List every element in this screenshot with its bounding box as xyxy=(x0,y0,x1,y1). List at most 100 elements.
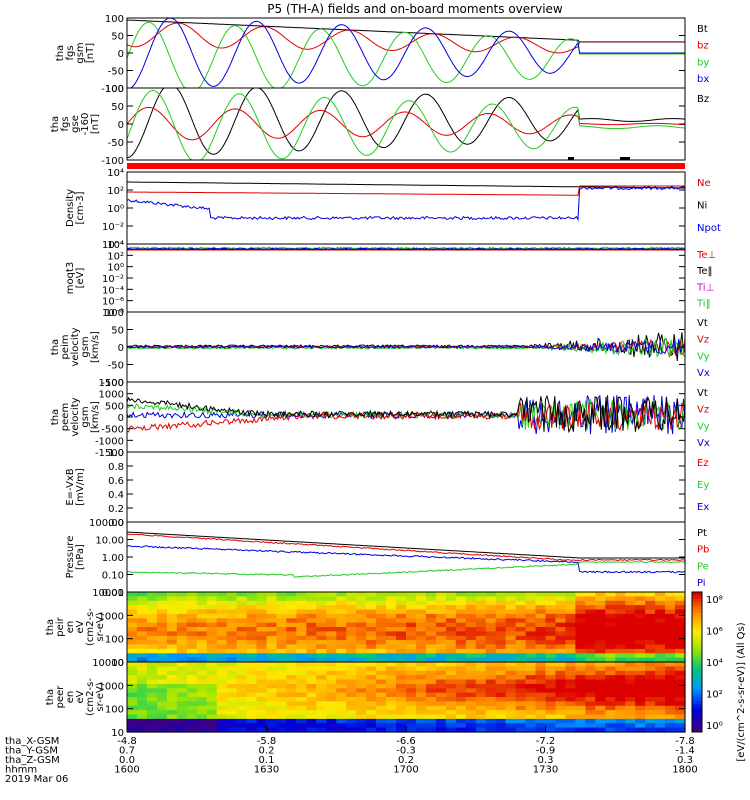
spectrogram-cell xyxy=(127,613,138,619)
y-tick-label: -50 xyxy=(108,138,124,149)
spectrogram-cell xyxy=(326,723,337,729)
spectrogram-cell xyxy=(346,666,357,672)
spectrogram-cell xyxy=(336,600,347,606)
spectrogram-cell xyxy=(505,648,517,654)
spectrogram-cell xyxy=(645,727,656,733)
spectrogram-cell xyxy=(306,640,317,646)
spectrogram-cell xyxy=(127,679,138,685)
spectrogram-cell xyxy=(266,683,278,689)
spectrogram-cell xyxy=(535,605,547,611)
spectrogram-cell xyxy=(196,675,208,681)
spectrogram-cell xyxy=(635,605,646,611)
spectrogram-cell xyxy=(396,710,407,716)
spectrogram-cell xyxy=(226,710,238,716)
spectrogram-cell xyxy=(386,727,397,733)
spectrogram-cell xyxy=(386,714,397,720)
spectrogram-cell xyxy=(635,723,646,729)
spectrogram-cell xyxy=(356,631,367,637)
spectrogram-cell xyxy=(296,592,307,597)
spectrogram-cell xyxy=(625,635,636,641)
spectrogram-cell xyxy=(565,640,576,646)
colorbar-tick: 10⁶ xyxy=(706,627,723,638)
spectrogram-cell xyxy=(376,705,387,711)
spectrogram-cell xyxy=(605,714,616,720)
spectrogram-cell xyxy=(316,710,327,716)
x-tick-label: 1600 xyxy=(114,765,139,776)
spectrogram-cell xyxy=(645,640,656,646)
spectrogram-cell xyxy=(276,710,288,716)
spectrogram-cell xyxy=(146,727,158,733)
spectrogram-cell xyxy=(216,592,228,597)
spectrogram-cell xyxy=(535,675,547,681)
spectrogram-cell xyxy=(236,640,248,646)
spectrogram-cell xyxy=(176,657,188,663)
spectrogram-cell xyxy=(246,657,258,663)
spectrogram-cell xyxy=(475,675,487,681)
spectrogram-cell xyxy=(665,727,676,733)
spectrogram-cell xyxy=(605,592,616,597)
spectrogram-cell xyxy=(585,648,596,654)
spectrogram-cell xyxy=(485,631,497,637)
spectrogram-cell xyxy=(655,618,666,624)
x-tick-label: -7.2 xyxy=(536,736,556,747)
colorbar-cell xyxy=(692,658,702,663)
y-axis-label: en xyxy=(65,691,76,704)
spectrogram-cell xyxy=(455,657,467,663)
spectrogram-cell xyxy=(535,662,547,667)
spectrogram-cell xyxy=(425,697,437,702)
spectrogram-cell xyxy=(665,705,676,711)
spectrogram-cell xyxy=(675,592,686,597)
spectrogram-cell xyxy=(166,701,178,707)
spectrogram-cell xyxy=(495,688,507,694)
spectrogram-cell xyxy=(485,618,497,624)
x-tick-label: 0.1 xyxy=(259,755,275,766)
spectrogram-cell xyxy=(485,653,497,659)
spectrogram-cell xyxy=(416,718,427,724)
y-tick-label: 10.00 xyxy=(95,536,124,547)
spectrogram-cell xyxy=(615,618,626,624)
spectrogram-cell xyxy=(475,600,487,606)
spectrogram-cell xyxy=(286,701,297,707)
spectrogram-cell xyxy=(505,675,517,681)
spectrogram-cell xyxy=(525,592,537,597)
spectrogram-cell xyxy=(535,697,547,702)
spectrogram-cell xyxy=(286,592,297,597)
spectrogram-cell xyxy=(316,727,327,733)
spectrogram-cell xyxy=(326,618,337,624)
spectrogram-cell xyxy=(206,679,218,685)
spectrogram-cell xyxy=(465,596,477,602)
spectrogram-cell xyxy=(226,653,238,659)
x-row-label: hhmm xyxy=(5,765,37,776)
spectrogram-cell xyxy=(655,592,666,597)
date-label: 2019 Mar 06 xyxy=(5,774,68,785)
spectrogram-cell xyxy=(166,613,178,619)
spectrogram-cell xyxy=(635,640,646,646)
spectrogram-cell xyxy=(475,718,487,724)
spectrogram-cell xyxy=(137,596,148,602)
spectrogram-cell xyxy=(406,679,417,685)
spectrogram-cell xyxy=(665,714,676,720)
spectrogram-cell xyxy=(346,723,357,729)
spectrogram-cell xyxy=(236,627,248,632)
spectrogram-cell xyxy=(585,723,596,729)
spectrogram-cell xyxy=(416,692,427,698)
spectrogram-cell xyxy=(396,605,407,611)
spectrogram-cell xyxy=(206,670,218,676)
spectrogram-cell xyxy=(156,592,168,597)
spectrogram-cell xyxy=(316,662,327,667)
spectrogram-cell xyxy=(605,600,616,606)
y-tick-label: 10⁻⁴ xyxy=(102,240,124,251)
colorbar-cell xyxy=(692,609,702,614)
spectrogram-cell xyxy=(346,635,357,641)
colorbar-label: [eV/(cm^2-s-sr-eV)] (All Qs) xyxy=(736,622,747,761)
spectrogram-cell xyxy=(356,618,367,624)
spectrogram-cell xyxy=(455,627,467,632)
spectrogram-cell xyxy=(605,644,616,650)
spectrogram-cell xyxy=(216,710,228,716)
spectrogram-cell xyxy=(306,705,317,711)
y-axis-label: eV xyxy=(75,620,86,633)
spectrogram-cell xyxy=(226,635,238,641)
spectrogram-cell xyxy=(615,653,626,659)
spectrogram-cell xyxy=(386,640,397,646)
